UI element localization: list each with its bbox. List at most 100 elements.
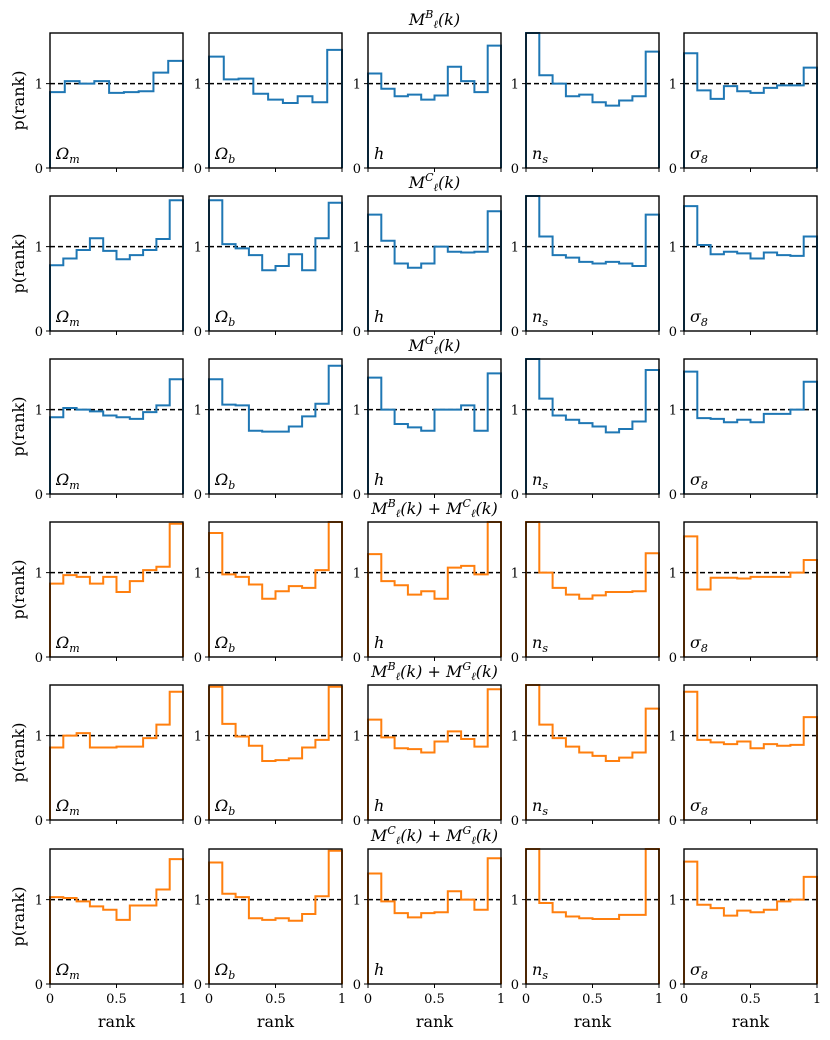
y-tick-label: 1 — [511, 241, 519, 256]
y-tick-label: 0 — [511, 325, 519, 340]
y-tick-label: 1 — [353, 567, 361, 582]
y-tick-label: 1 — [353, 730, 361, 745]
axes-frame — [683, 848, 818, 985]
parameter-label: σ8 — [690, 633, 708, 655]
histogram-series — [208, 521, 343, 657]
y-tick-label: 0 — [669, 488, 677, 503]
y-tick-label: 0 — [35, 978, 43, 993]
x-tick-label: 1 — [813, 992, 821, 1007]
panel: 0 1 ns — [511, 521, 660, 666]
histogram-series — [208, 685, 343, 820]
y-tick-label: 1 — [669, 730, 677, 745]
panel: 0 1 Ωb — [194, 521, 343, 666]
y-tick-label: 0 — [353, 978, 361, 993]
y-tick-label: 0 — [353, 325, 361, 340]
x-axis-label: rank — [416, 1012, 453, 1031]
parameter-label: Ωm — [55, 960, 80, 982]
parameter-label: σ8 — [690, 470, 708, 492]
axes-frame — [208, 358, 343, 495]
y-tick-label: 0 — [669, 651, 677, 666]
y-axis-label: p(rank) — [9, 560, 28, 620]
panel: 0 1 h — [353, 32, 502, 177]
y-axis-label: p(rank) — [9, 71, 28, 131]
parameter-label: σ8 — [690, 307, 708, 329]
parameter-label: h — [374, 960, 384, 979]
parameter-label: ns — [532, 470, 548, 492]
y-tick-label: 1 — [194, 894, 202, 909]
axes-frame — [208, 521, 343, 658]
panel: 0 1 0 0.5 1 rank Ωm — [35, 848, 187, 1031]
y-tick-label: 1 — [35, 894, 43, 909]
histogram-series — [49, 690, 184, 820]
parameter-label: Ωb — [214, 470, 235, 492]
parameter-label: Ωm — [55, 470, 80, 492]
y-tick-label: 0 — [669, 978, 677, 993]
axes-frame — [208, 684, 343, 821]
y-tick-label: 1 — [35, 567, 43, 582]
axes-frame — [208, 195, 343, 332]
parameter-label: ns — [532, 960, 548, 982]
parameter-label: Ωm — [55, 144, 80, 166]
y-tick-label: 1 — [353, 78, 361, 93]
y-tick-label: 1 — [353, 894, 361, 909]
y-tick-label: 0 — [669, 325, 677, 340]
y-tick-label: 0 — [194, 651, 202, 666]
y-tick-label: 0 — [353, 488, 361, 503]
histogram-series — [525, 358, 660, 494]
y-tick-label: 0 — [353, 162, 361, 177]
y-tick-label: 1 — [669, 567, 677, 582]
panel: 0 1 0 0.5 1 rank σ8 — [669, 848, 821, 1031]
y-tick-label: 1 — [194, 567, 202, 582]
histogram-series — [683, 370, 818, 494]
histogram-series — [367, 857, 502, 984]
y-tick-label: 1 — [669, 404, 677, 419]
parameter-label: Ωm — [55, 307, 80, 329]
y-tick-label: 1 — [511, 567, 519, 582]
parameter-label: Ωb — [214, 633, 235, 655]
x-axis-label: rank — [257, 1012, 294, 1031]
parameter-label: σ8 — [690, 960, 708, 982]
y-axis-label: p(rank) — [9, 397, 28, 457]
row-title: MBℓ(k) + MGℓ(k) — [370, 660, 498, 683]
axes-frame — [49, 358, 184, 495]
axes-frame — [525, 848, 660, 985]
x-tick-label: 0.5 — [582, 992, 603, 1007]
y-tick-label: 0 — [353, 651, 361, 666]
panel: 0 1 Ωm — [35, 195, 184, 340]
panel: 0 1 0 0.5 1 rank Ωb — [194, 848, 346, 1031]
histogram-series — [49, 59, 184, 168]
row-title: MCℓ(k) — [408, 171, 461, 194]
parameter-label: h — [374, 796, 384, 815]
histogram-series — [525, 684, 660, 820]
y-tick-label: 1 — [669, 894, 677, 909]
histogram-series — [208, 199, 343, 331]
panel: 0 1 ns — [511, 684, 660, 829]
y-tick-label: 1 — [511, 78, 519, 93]
y-tick-label: 0 — [35, 325, 43, 340]
y-tick-label: 1 — [511, 894, 519, 909]
y-tick-label: 0 — [35, 814, 43, 829]
x-tick-label: 0 — [522, 992, 530, 1007]
y-tick-label: 0 — [511, 162, 519, 177]
x-axis-label: rank — [574, 1012, 611, 1031]
parameter-label: Ωb — [214, 960, 235, 982]
y-tick-label: 1 — [35, 78, 43, 93]
panel: 0 1 Ωm — [35, 521, 184, 666]
histogram-series — [49, 199, 184, 331]
panel: 0 1 Ωb — [194, 358, 343, 503]
panel: 0 1 h — [353, 358, 502, 503]
panel: 0 1 h — [353, 521, 502, 666]
y-tick-label: 1 — [35, 404, 43, 419]
histogram-series — [367, 521, 502, 657]
histogram-series — [367, 44, 502, 168]
panel: 0 1 Ωm — [35, 684, 184, 829]
x-tick-label: 1 — [497, 992, 505, 1007]
y-tick-label: 1 — [511, 404, 519, 419]
axes-frame — [49, 195, 184, 332]
row-title: MBℓ(k) — [408, 8, 460, 31]
y-axis-label: p(rank) — [9, 887, 28, 947]
axes-frame — [49, 32, 184, 169]
panel: 0 1 σ8 — [669, 684, 818, 829]
parameter-label: σ8 — [690, 796, 708, 818]
